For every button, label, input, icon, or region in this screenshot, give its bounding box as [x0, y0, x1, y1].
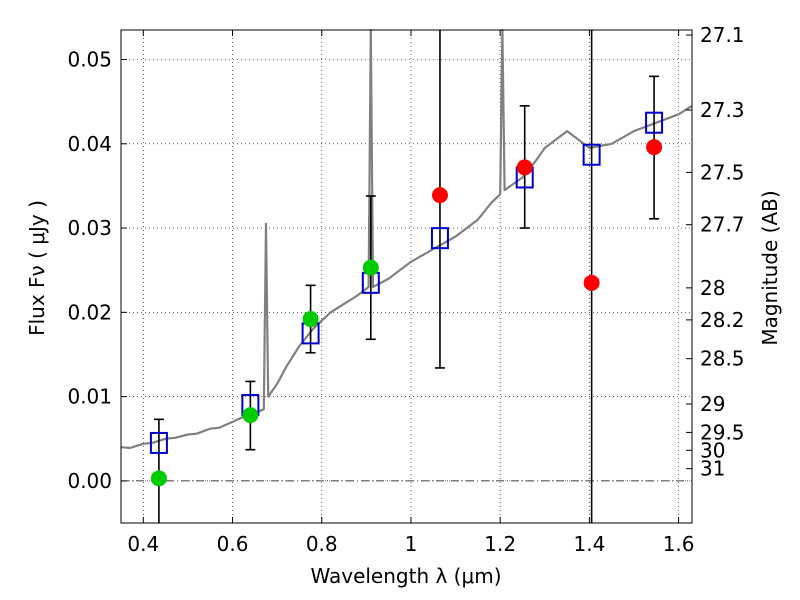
y2-tick-label: 28.2: [700, 308, 745, 332]
grid-lines: [121, 30, 692, 523]
observed-point: [150, 470, 167, 487]
x-axis-label: Wavelength λ (μm): [310, 564, 501, 588]
y-tick-label: 0.02: [67, 300, 112, 324]
model-point: [430, 227, 449, 250]
observed-point: [646, 139, 663, 156]
y2-tick-label: 27.7: [700, 213, 745, 237]
model-point: [582, 143, 601, 166]
observed-point: [583, 274, 600, 291]
y-axis-label: Flux Fν ( μJy ): [25, 200, 49, 336]
y-tick-label: 0.05: [67, 47, 112, 71]
y2-tick-label: 28.5: [700, 347, 745, 371]
observed-point: [516, 159, 533, 176]
x-tick-label: 0.6: [217, 532, 249, 556]
x-tick-label: 1.4: [573, 532, 605, 556]
y2-tick-label: 29.5: [700, 420, 745, 444]
model-point: [645, 111, 664, 134]
y2-tick-label: 27.3: [700, 98, 745, 122]
template-spectrum: [120, 28, 693, 450]
x-tick-label: 1.2: [484, 532, 516, 556]
x-tick-label: 0.8: [306, 532, 338, 556]
observed-point: [431, 187, 448, 204]
x-tick-label: 1.6: [663, 532, 695, 556]
y-tick-label: 0.04: [67, 132, 112, 156]
tick-labels: 0.4 0.6 0.8 1 1.2 1.4 1.6 0.00 0.01 0.02 0.03 0.04 0…: [67, 23, 744, 556]
y2-axis-label: Magnitude (AB): [758, 190, 782, 345]
template-spectrum-line: [120, 28, 693, 450]
y2-tick-label: 31: [700, 457, 725, 481]
y-tick-label: 0.00: [67, 469, 112, 493]
x-tick-label: 1: [405, 532, 418, 556]
y2-tick-label: 27.1: [700, 23, 745, 47]
observed-point: [362, 259, 379, 276]
observed-point: [242, 407, 259, 424]
y2-tick-label: 27.5: [700, 160, 745, 184]
y2-tick-label: 30: [700, 438, 725, 462]
y2-tick-label: 28: [700, 276, 725, 300]
y2-tick-label: 29: [700, 392, 725, 416]
model-point: [149, 431, 168, 454]
y-tick-label: 0.01: [67, 385, 112, 409]
y-tick-label: 0.03: [67, 216, 112, 240]
plot-frame: [120, 29, 693, 524]
x-tick-label: 0.4: [127, 532, 159, 556]
error-bars: [153, 30, 660, 523]
observed-photometry: [150, 139, 663, 487]
observed-point: [302, 311, 319, 328]
axis-ticks: [121, 30, 692, 523]
